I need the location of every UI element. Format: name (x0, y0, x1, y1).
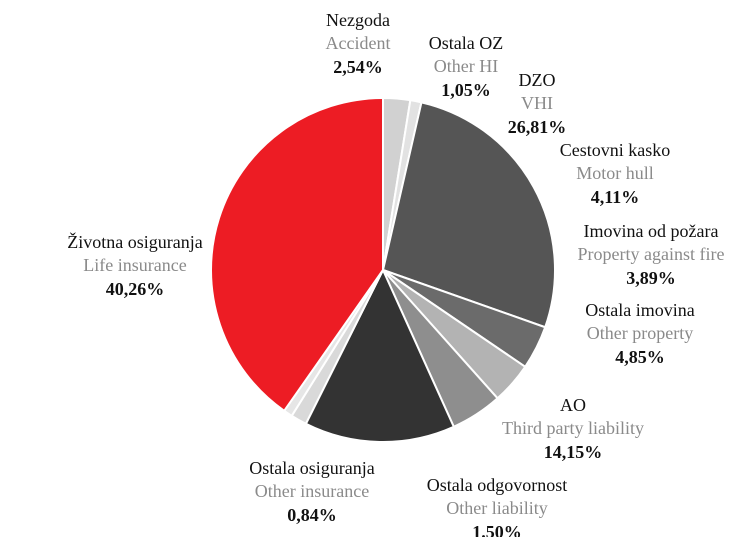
slice-value: 14,15% (544, 442, 603, 462)
pie-slice (304, 267, 456, 443)
pie-slice (381, 101, 556, 329)
slice-value: 3,89% (626, 268, 676, 288)
slice-label-en: Other insurance (255, 481, 369, 501)
slice-label: Imovina od požara (584, 221, 719, 241)
slice-label-en: Property against fire (578, 244, 725, 264)
slice-label-en: Motor hull (576, 163, 654, 183)
slice-label: DZO (519, 70, 556, 90)
slice-label: AO (560, 395, 586, 415)
slice-value: 40,26% (106, 279, 165, 299)
slice-value: 26,81% (508, 117, 567, 137)
slice-label: Ostala odgovornost (427, 475, 567, 495)
slice-label: Nezgoda (326, 10, 390, 30)
slice-value: 1.50% (472, 522, 522, 537)
slice-label-en: Other liability (446, 498, 547, 518)
slice-value: 2,54% (333, 57, 383, 77)
slice-value: 1,05% (441, 80, 491, 100)
slice-value: 0,84% (287, 505, 337, 525)
slice-label-en: Third party liability (502, 418, 644, 438)
slice-label-en: VHI (521, 93, 553, 113)
slice-label: Ostala osiguranja (249, 458, 374, 478)
pie-slice (210, 96, 384, 413)
slice-label: Životna osiguranja (67, 231, 202, 252)
slice-label-en: Other property (587, 323, 693, 343)
slice-label: Ostala OZ (429, 33, 503, 53)
slice-label-en: Other HI (434, 56, 498, 76)
slice-label-en: Life insurance (83, 255, 186, 275)
slice-label: Ostala imovina (585, 300, 694, 320)
slice-value: 4,11% (591, 187, 640, 207)
slice-label: Cestovni kasko (560, 140, 671, 160)
slice-label-en: Accident (326, 33, 391, 53)
slice-value: 4,85% (615, 347, 665, 367)
